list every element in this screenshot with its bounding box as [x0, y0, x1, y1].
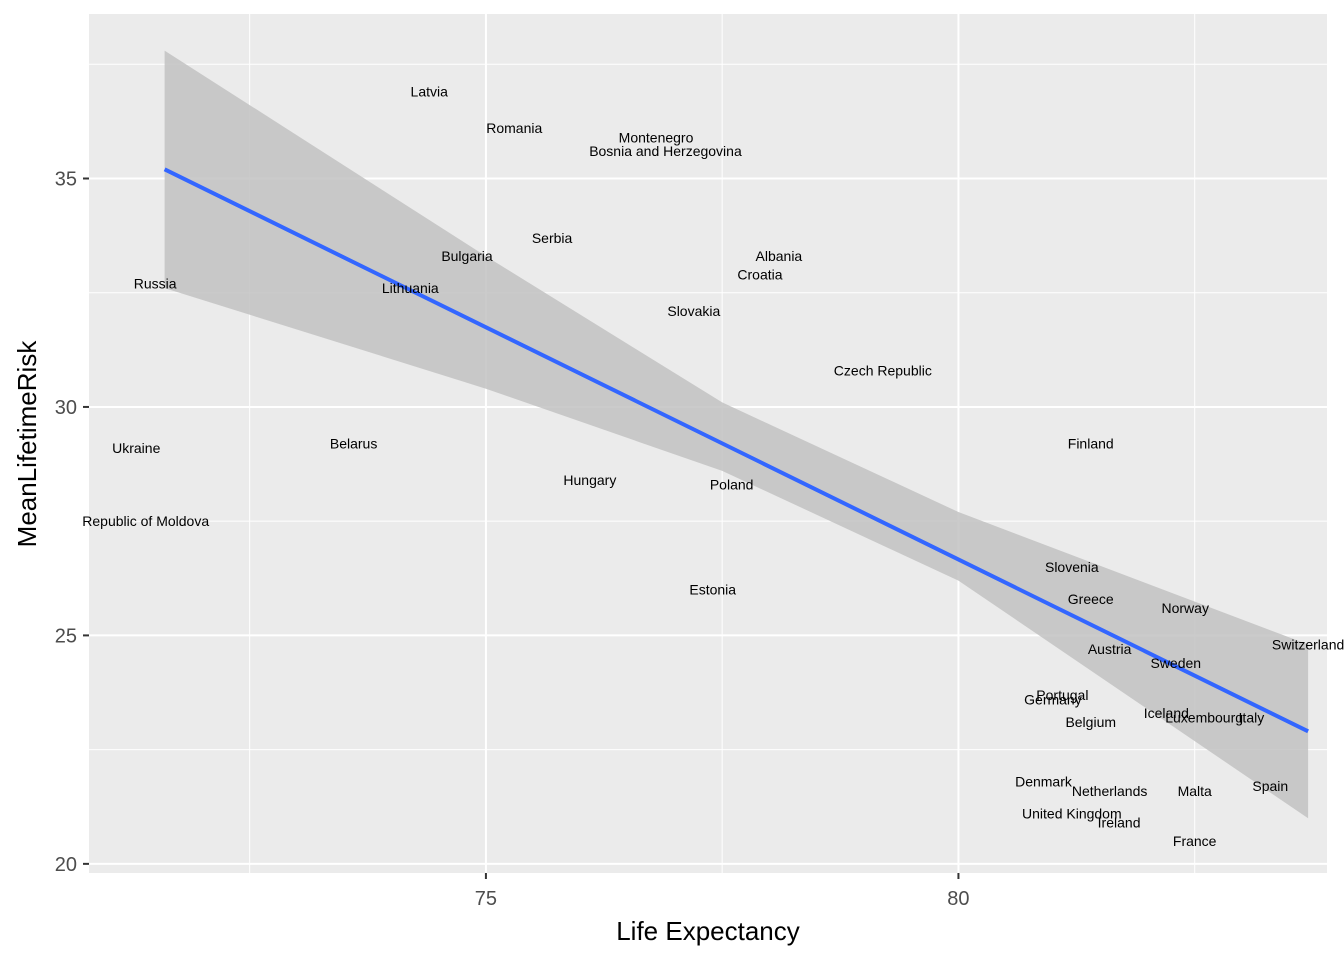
- confidence-band-layer: [164, 50, 1309, 819]
- point-label: Sweden: [1150, 655, 1201, 671]
- point-label: Montenegro: [619, 129, 694, 145]
- y-axis: 20 25 30 35: [55, 168, 89, 876]
- point-label: Russia: [134, 276, 177, 292]
- y-tick-label: 25: [55, 625, 77, 647]
- point-label: Bosnia and Herzegovina: [589, 143, 742, 159]
- y-tick-label: 35: [55, 168, 77, 190]
- point-label: Belgium: [1065, 714, 1116, 730]
- point-label: Norway: [1162, 600, 1209, 616]
- x-axis-title: Life Expectancy: [616, 916, 800, 946]
- x-tick-label: 80: [947, 888, 969, 910]
- point-label: Austria: [1088, 641, 1132, 657]
- point-label: Bulgaria: [441, 248, 493, 264]
- point-label: Slovakia: [667, 303, 720, 319]
- point-label: Slovenia: [1045, 559, 1099, 575]
- point-label: Malta: [1178, 783, 1212, 799]
- point-label: Germany: [1024, 691, 1082, 707]
- point-label: Republic of Moldova: [82, 513, 209, 529]
- x-axis: 75 80: [475, 873, 970, 910]
- regression-line: [163, 167, 1309, 734]
- y-tick-label: 20: [55, 854, 77, 876]
- confidence-band: [164, 50, 1309, 819]
- point-label: Netherlands: [1072, 783, 1148, 799]
- point-label: Estonia: [689, 582, 736, 598]
- point-label: Belarus: [330, 436, 377, 452]
- regression-line-layer: [163, 167, 1309, 734]
- point-label: Finland: [1068, 436, 1114, 452]
- point-label: France: [1173, 833, 1217, 849]
- point-label: Lithuania: [382, 280, 439, 296]
- y-tick-label: 30: [55, 397, 77, 419]
- x-tick-label: 75: [475, 888, 497, 910]
- point-label: Romania: [486, 120, 542, 136]
- point-label: Portugal: [1036, 687, 1088, 703]
- point-label: United Kingdom: [1022, 806, 1122, 822]
- point-label: Spain: [1252, 778, 1288, 794]
- point-label: Hungary: [563, 472, 616, 488]
- point-label: Ukraine: [112, 440, 160, 456]
- point-label: Ireland: [1098, 815, 1141, 831]
- point-label: Switzerland: [1272, 637, 1344, 653]
- point-label: Latvia: [411, 84, 449, 100]
- point-label: Italy: [1239, 710, 1265, 726]
- point-label: Iceland: [1144, 705, 1189, 721]
- point-label: Denmark: [1015, 774, 1073, 790]
- point-label: Serbia: [532, 230, 573, 246]
- point-label: Albania: [756, 248, 803, 264]
- point-label: Greece: [1068, 591, 1114, 607]
- point-label: Croatia: [737, 266, 782, 282]
- point-label: Luxembourg: [1165, 710, 1243, 726]
- point-label: Poland: [710, 477, 754, 493]
- y-axis-title: MeanLifetimeRisk: [12, 340, 42, 548]
- point-label: Czech Republic: [834, 362, 932, 378]
